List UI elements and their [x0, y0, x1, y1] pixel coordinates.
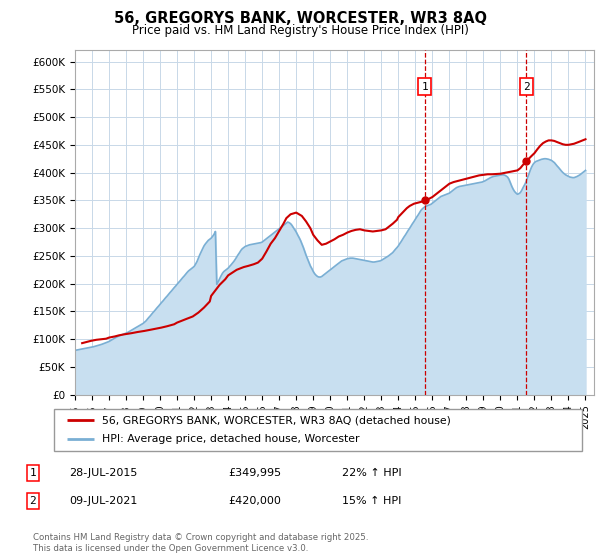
Text: 56, GREGORYS BANK, WORCESTER, WR3 8AQ (detached house): 56, GREGORYS BANK, WORCESTER, WR3 8AQ (d…: [101, 415, 451, 425]
Text: 22% ↑ HPI: 22% ↑ HPI: [342, 468, 401, 478]
Text: 1: 1: [29, 468, 37, 478]
Text: Contains HM Land Registry data © Crown copyright and database right 2025.
This d: Contains HM Land Registry data © Crown c…: [33, 533, 368, 553]
Text: 1: 1: [421, 82, 428, 92]
Text: 09-JUL-2021: 09-JUL-2021: [69, 496, 137, 506]
Text: 2: 2: [523, 82, 530, 92]
Text: £420,000: £420,000: [228, 496, 281, 506]
Text: Price paid vs. HM Land Registry's House Price Index (HPI): Price paid vs. HM Land Registry's House …: [131, 24, 469, 36]
Text: £349,995: £349,995: [228, 468, 281, 478]
Text: 28-JUL-2015: 28-JUL-2015: [69, 468, 137, 478]
Text: 15% ↑ HPI: 15% ↑ HPI: [342, 496, 401, 506]
Text: 56, GREGORYS BANK, WORCESTER, WR3 8AQ: 56, GREGORYS BANK, WORCESTER, WR3 8AQ: [113, 11, 487, 26]
Text: 2: 2: [29, 496, 37, 506]
Text: HPI: Average price, detached house, Worcester: HPI: Average price, detached house, Worc…: [101, 435, 359, 445]
FancyBboxPatch shape: [54, 409, 582, 451]
